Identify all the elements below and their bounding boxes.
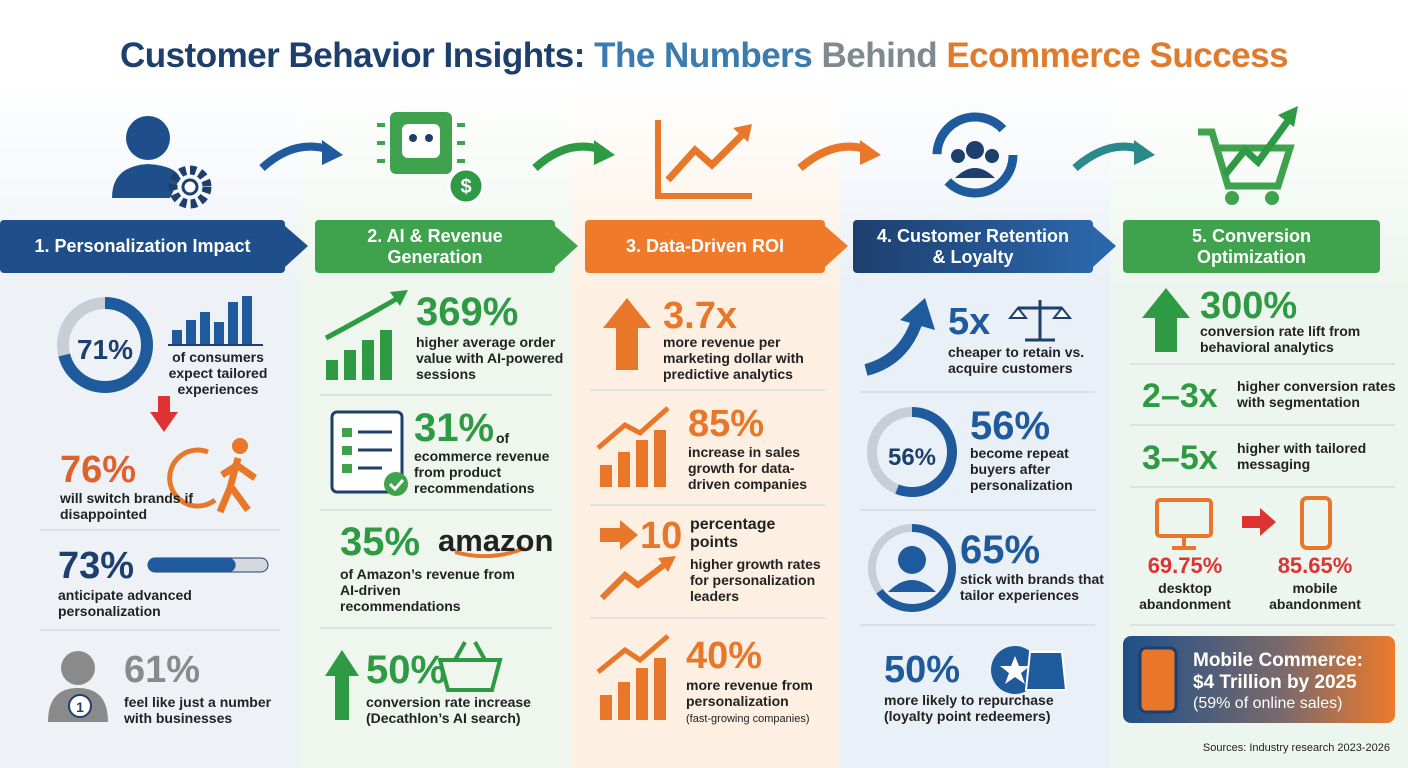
stat-text: ecommerce revenue from product recommend… (414, 448, 550, 496)
donut-label: 56% (887, 444, 937, 471)
donut-arc (57, 297, 153, 393)
stat-text: higher conversion rates with segmentatio… (1237, 378, 1396, 410)
column-heading: 2. AI & Revenue Generation (315, 220, 555, 273)
stat-text: will switch brands if disappointed (60, 490, 194, 522)
stat-text: conversion rate lift from behavioral ana… (1200, 323, 1361, 355)
title-part: The Numbers (594, 36, 813, 75)
stat: 369% (416, 290, 519, 334)
brand-logo: amazon (438, 523, 554, 558)
stat: 50% (366, 648, 447, 692)
column-heading: 3. Data-Driven ROI (585, 220, 825, 273)
stat: 85.65% (1277, 553, 1353, 578)
person-gear-icon (112, 116, 212, 209)
stat: 10 (640, 515, 683, 557)
stat: 5x (948, 301, 991, 343)
stat-text: anticipate advanced personalization (58, 587, 192, 619)
stat-text: more revenue from personalization (686, 677, 813, 709)
stat-suffix: of (496, 430, 510, 446)
growth-chart-icon (655, 120, 752, 199)
stat-text: more revenue per marketing dollar with p… (663, 334, 804, 382)
column-heading: 4. Customer Retention & Loyalty (853, 220, 1093, 273)
stat: 3.7x (663, 295, 737, 337)
cart-icon (1198, 106, 1298, 205)
stat: 3–5x (1142, 439, 1218, 477)
ai-chip-icon: $ (377, 112, 485, 205)
title-part: Customer Behavior Insights: (119, 36, 585, 75)
column-heading: 1. Personalization Impact (0, 220, 285, 273)
stat: 73% (58, 545, 135, 587)
stat: 76% (60, 449, 137, 491)
stat: 85% (688, 403, 765, 445)
retention-icon (932, 112, 1018, 198)
stat: 65% (960, 528, 1041, 572)
title: Customer Behavior Insights: The Numbers … (0, 36, 1408, 76)
callout-note: (59% of online sales) (1193, 695, 1343, 712)
stat: 31% (414, 406, 495, 450)
stat-text: mobile abandonment (1269, 580, 1361, 612)
progress-fill (148, 558, 236, 572)
source: Sources: Industry research 2023-2026 (1202, 742, 1390, 754)
stat-note: (fast-growing companies) (686, 713, 810, 725)
stat-text: feel like just a number with businesses (124, 694, 272, 726)
stat-text: higher growth rates for personalization … (690, 556, 821, 604)
stat: 40% (686, 635, 763, 677)
column-heading: 5. Conversion Optimization (1123, 220, 1380, 273)
stat: 69.75% (1147, 553, 1223, 578)
stat: 61% (124, 649, 201, 691)
title-part: Behind (821, 36, 938, 75)
stat-text: higher with tailored messaging (1237, 440, 1367, 472)
svg-text:$: $ (460, 176, 471, 198)
stat-text: stick with brands that tailor experience… (960, 571, 1104, 603)
donut-arc (868, 524, 956, 612)
stat-text: cheaper to retain vs. acquire customers (948, 344, 1085, 376)
stat-text: desktop abandonment (1139, 580, 1231, 612)
donut-label: 71% (76, 334, 134, 365)
stat-text: of Amazon’s revenue from AI-driven recom… (340, 566, 515, 614)
stat-text: higher average order value with AI-power… (416, 334, 564, 382)
stat-text: become repeat buyers after personalizati… (970, 445, 1073, 493)
stat: 50% (884, 649, 961, 691)
callout-value: $4 Trillion by 2025 (1193, 672, 1357, 693)
stat: 2–3x (1142, 377, 1218, 415)
stat: 300% (1200, 285, 1298, 327)
stat-text: of consumers expect tailored experiences (168, 349, 268, 397)
stat-text: more likely to repurchase (loyalty point… (884, 692, 1054, 724)
stat-text: increase in sales growth for data-driven… (688, 444, 808, 492)
donut-arc (867, 407, 957, 497)
title-part: Ecommerce Success (946, 36, 1289, 75)
stat: 35% (340, 520, 421, 564)
callout-title: Mobile Commerce: (1193, 650, 1363, 671)
stat: 56% (970, 404, 1051, 448)
stat-suffix: percentage points (690, 516, 776, 551)
stat-text: conversion rate increase (Decathlon’s AI… (366, 694, 531, 726)
svg-text:1: 1 (76, 699, 84, 715)
